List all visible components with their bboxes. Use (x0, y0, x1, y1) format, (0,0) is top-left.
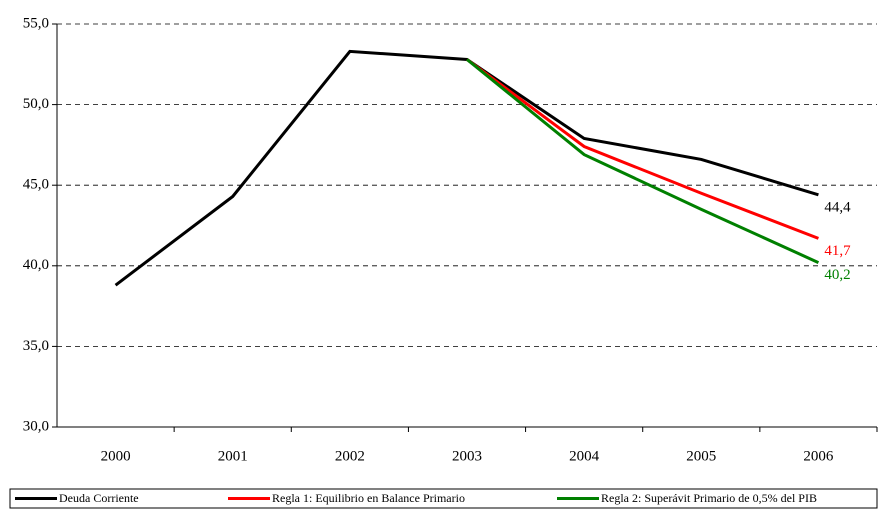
legend-label: Regla 1: Equilibrio en Balance Primario (272, 491, 465, 505)
data-label: 44,4 (824, 199, 851, 215)
legend-label: Deuda Corriente (59, 491, 139, 505)
x-tick-label: 2000 (101, 448, 131, 464)
legend: Deuda Corriente Regla 1: Equilibrio en Ba… (9, 488, 878, 509)
x-tick-label: 2001 (218, 448, 248, 464)
x-tick-label: 2003 (452, 448, 482, 464)
data-label: 40,2 (824, 267, 850, 283)
x-tick-label: 2006 (803, 448, 834, 464)
legend-box (9, 488, 878, 509)
x-tick-label: 2002 (335, 448, 365, 464)
legend-label: Regla 2: Superávit Primario de 0,5% del … (601, 491, 817, 505)
y-tick-label: 30,0 (23, 418, 49, 434)
y-tick-label: 50,0 (23, 96, 49, 112)
series-line (466, 58, 819, 240)
y-tick-label: 35,0 (23, 338, 49, 354)
data-label: 41,7 (824, 243, 851, 259)
series-line (114, 49, 819, 287)
y-tick-label: 55,0 (23, 15, 49, 31)
x-tick-label: 2005 (686, 448, 716, 464)
x-tick-label: 2004 (569, 448, 600, 464)
y-tick-label: 40,0 (23, 257, 49, 273)
series-line (466, 58, 820, 264)
y-tick-label: 45,0 (23, 177, 49, 193)
